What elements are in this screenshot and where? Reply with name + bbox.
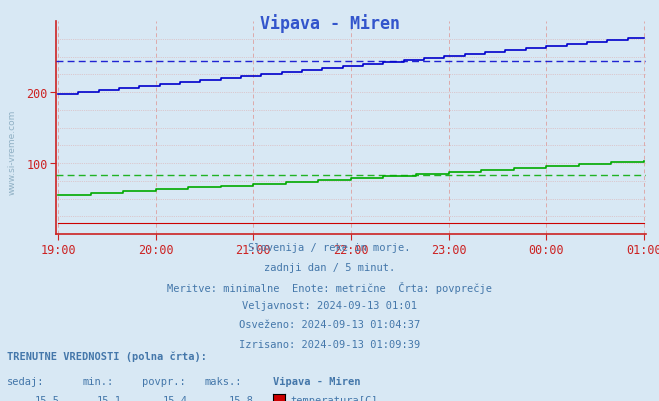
Text: Veljavnost: 2024-09-13 01:01: Veljavnost: 2024-09-13 01:01 (242, 300, 417, 310)
Text: sedaj:: sedaj: (7, 376, 44, 386)
Text: maks.:: maks.: (204, 376, 242, 386)
Text: povpr.:: povpr.: (142, 376, 185, 386)
Text: TRENUTNE VREDNOSTI (polna črta):: TRENUTNE VREDNOSTI (polna črta): (7, 351, 206, 361)
Text: zadnji dan / 5 minut.: zadnji dan / 5 minut. (264, 262, 395, 272)
Text: 15,1: 15,1 (97, 395, 122, 401)
Text: 15,4: 15,4 (163, 395, 188, 401)
Text: Meritve: minimalne  Enote: metrične  Črta: povprečje: Meritve: minimalne Enote: metrične Črta:… (167, 281, 492, 293)
Text: 15,8: 15,8 (229, 395, 254, 401)
Text: Vipava - Miren: Vipava - Miren (260, 14, 399, 33)
Text: min.:: min.: (82, 376, 113, 386)
Text: Izrisano: 2024-09-13 01:09:39: Izrisano: 2024-09-13 01:09:39 (239, 339, 420, 349)
Text: 15,5: 15,5 (34, 395, 59, 401)
Text: www.si-vreme.com: www.si-vreme.com (7, 110, 16, 195)
Text: temperatura[C]: temperatura[C] (291, 395, 378, 401)
Text: Slovenija / reke in morje.: Slovenija / reke in morje. (248, 243, 411, 253)
Text: Osveženo: 2024-09-13 01:04:37: Osveženo: 2024-09-13 01:04:37 (239, 320, 420, 330)
Text: Vipava - Miren: Vipava - Miren (273, 376, 361, 386)
